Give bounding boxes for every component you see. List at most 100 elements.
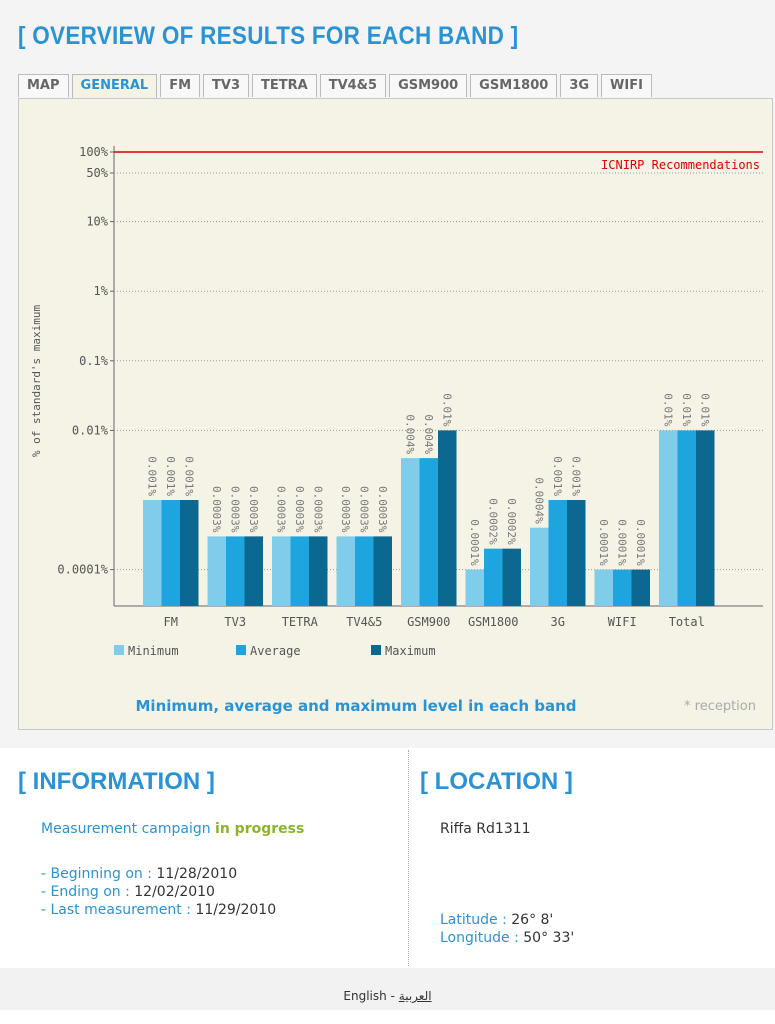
value-label: 0.001% bbox=[145, 456, 158, 496]
bar bbox=[401, 458, 420, 606]
location-value: 26° 8' bbox=[511, 912, 554, 928]
top-area: [ OVERVIEW OF RESULTS FOR EACH BAND ] MA… bbox=[0, 0, 775, 748]
tab[interactable]: GENERAL bbox=[71, 74, 158, 99]
bar bbox=[548, 500, 567, 606]
location-label: Latitude : bbox=[440, 912, 507, 928]
place: Riffa Rd1311 bbox=[440, 821, 531, 837]
bar bbox=[502, 548, 521, 606]
x-tick-label: TETRA bbox=[282, 615, 319, 629]
legend-label: Minimum bbox=[128, 644, 179, 658]
tab[interactable]: FM bbox=[160, 74, 201, 97]
value-label: 0.0003% bbox=[274, 486, 287, 533]
value-label: 0.0002% bbox=[486, 498, 499, 545]
bar bbox=[613, 569, 632, 606]
tab[interactable]: TV4&5 bbox=[319, 74, 387, 97]
bar bbox=[244, 536, 263, 606]
tab[interactable]: 3G bbox=[560, 74, 599, 97]
y-tick-label: 0.01% bbox=[72, 423, 109, 437]
legend-label: Average bbox=[250, 644, 301, 658]
location-row: Latitude : 26° 8' bbox=[440, 912, 553, 928]
info-row: - Beginning on : 11/28/2010 bbox=[41, 866, 237, 882]
separator bbox=[408, 750, 409, 966]
info-label: - Beginning on : bbox=[41, 866, 152, 882]
value-label: 0.004% bbox=[422, 414, 435, 454]
info-label: - Ending on : bbox=[41, 884, 130, 900]
bar bbox=[631, 569, 650, 606]
bar bbox=[373, 536, 392, 606]
chart: 100% 50% 10% 1% 0.1% 0.01% 0.0001% ICNIRP Recom… bbox=[30, 145, 763, 715]
bar bbox=[355, 536, 374, 606]
footer: English - العربية bbox=[0, 968, 775, 1010]
section-title: [ LOCATION ] bbox=[420, 768, 573, 795]
tab[interactable]: TV3 bbox=[203, 74, 250, 97]
tab[interactable]: TETRA bbox=[252, 74, 317, 97]
caption: Minimum, average and maximum level in ea… bbox=[136, 697, 577, 715]
value-label: 0.0003% bbox=[228, 486, 241, 533]
bar bbox=[567, 500, 586, 606]
x-tick-label: GSM900 bbox=[407, 615, 450, 629]
value-label: 0.001% bbox=[182, 456, 195, 496]
info-row: - Last measurement : 11/29/2010 bbox=[41, 902, 276, 918]
x-tick-label: 3G bbox=[551, 615, 565, 629]
y-tick-label: 1% bbox=[94, 284, 109, 298]
separator-text: - bbox=[390, 989, 395, 1003]
x-tick-label: WIFI bbox=[608, 615, 637, 629]
y-tick-label: 50% bbox=[86, 166, 108, 180]
tab[interactable]: GSM900 bbox=[389, 74, 468, 97]
info-label: - Last measurement : bbox=[41, 902, 191, 918]
bar bbox=[226, 536, 245, 606]
section-title: [ INFORMATION ] bbox=[18, 768, 215, 795]
y-tick-label: 100% bbox=[79, 145, 109, 159]
value-label: 0.01% bbox=[698, 393, 711, 426]
bar bbox=[143, 500, 162, 606]
value-label: 0.0001% bbox=[615, 519, 628, 566]
location-row: Longitude : 50° 33' bbox=[440, 930, 574, 946]
value-label: 0.01% bbox=[440, 393, 453, 426]
legend-swatch bbox=[371, 645, 381, 655]
x-tick-label: TV4&5 bbox=[346, 615, 382, 629]
tab[interactable]: GSM1800 bbox=[470, 74, 558, 97]
x-tick-label: Total bbox=[669, 615, 705, 629]
tab-bar: MAP GENERAL FM TV3 TETRA TV4&5 GSM900 GSM1800 3G… bbox=[18, 74, 652, 99]
legend-swatch bbox=[236, 645, 246, 655]
location-label: Longitude : bbox=[440, 930, 519, 946]
value-label: 0.0001% bbox=[634, 519, 647, 566]
info-value: 11/29/2010 bbox=[195, 902, 277, 918]
reference-label: ICNIRP Recommendations bbox=[601, 158, 760, 172]
value-label: 0.0002% bbox=[505, 498, 518, 545]
value-label: 0.0004% bbox=[532, 477, 545, 524]
value-label: 0.0003% bbox=[376, 486, 389, 533]
campaign-line: Measurement campaign in progress bbox=[41, 821, 304, 837]
y-tick-label: 0.1% bbox=[79, 354, 109, 368]
info-value: 12/02/2010 bbox=[134, 884, 215, 900]
value-label: 0.0001% bbox=[468, 519, 481, 566]
language-link[interactable]: English bbox=[343, 989, 387, 1003]
bar bbox=[161, 500, 180, 606]
value-label: 0.001% bbox=[569, 456, 582, 496]
bar bbox=[677, 430, 696, 606]
bar bbox=[696, 430, 715, 606]
campaign-text: Measurement campaign bbox=[41, 821, 211, 837]
legend-label: Maximum bbox=[385, 644, 436, 658]
campaign-status: in progress bbox=[215, 821, 305, 837]
value-label: 0.0003% bbox=[293, 486, 306, 533]
bar bbox=[594, 569, 613, 606]
value-label: 0.0003% bbox=[210, 486, 223, 533]
bar bbox=[530, 527, 549, 606]
legend-swatch bbox=[114, 645, 124, 655]
x-tick-label: GSM1800 bbox=[468, 615, 519, 629]
language-link[interactable]: العربية bbox=[398, 989, 432, 1003]
tab[interactable]: WIFI bbox=[601, 74, 652, 97]
value-label: 0.001% bbox=[551, 456, 564, 496]
bar bbox=[207, 536, 226, 606]
note: * reception bbox=[684, 699, 756, 714]
info-value: 11/28/2010 bbox=[156, 866, 238, 882]
tab[interactable]: MAP bbox=[18, 74, 69, 97]
bar bbox=[290, 536, 309, 606]
value-label: 0.01% bbox=[680, 393, 693, 426]
y-axis-label: % of standard's maximum bbox=[30, 304, 43, 457]
bar bbox=[659, 430, 678, 606]
bar bbox=[465, 569, 484, 606]
